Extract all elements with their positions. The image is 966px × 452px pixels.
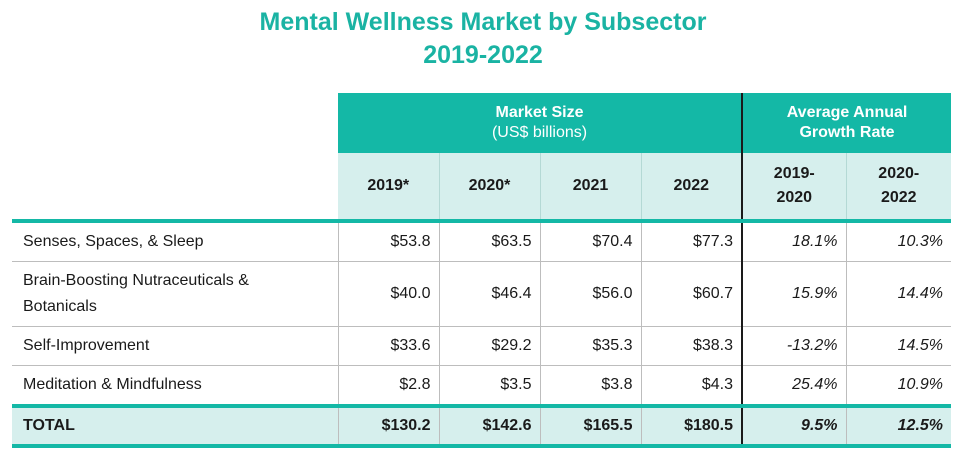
rate-cell: 15.9% (741, 261, 847, 327)
period-end: 2022 (880, 189, 917, 206)
value-cell: $3.8 (540, 365, 642, 406)
table-row: Meditation & Mindfulness $2.8 $3.5 $3.8 … (12, 365, 952, 406)
total-label: TOTAL (12, 406, 339, 446)
col-header-year: 2022 (641, 153, 743, 221)
value-cell: $2.8 (338, 365, 440, 406)
row-label-line-2: Botanicals (23, 298, 97, 315)
period-start: 2019- (773, 165, 815, 182)
value-cell: $63.5 (439, 221, 541, 262)
col-header-period: 2020- 2022 (846, 153, 952, 221)
value-cell: $33.6 (338, 326, 440, 366)
value-cell: $3.5 (439, 365, 541, 406)
value-cell: $29.2 (439, 326, 541, 366)
col-header-year: 2019* (338, 153, 440, 221)
total-value-cell: $165.5 (540, 406, 642, 446)
title-line-2: 2019-2022 (423, 41, 543, 69)
table-row: Senses, Spaces, & Sleep $53.8 $63.5 $70.… (12, 221, 952, 262)
total-rate-cell: 9.5% (741, 406, 847, 446)
rate-cell: 14.4% (897, 285, 944, 302)
value-cell: $38.3 (692, 337, 734, 354)
rate-cell: -13.2% (741, 326, 847, 366)
table-row: Brain-Boosting Nutraceuticals & Botanica… (12, 261, 952, 327)
row-label: Brain-Boosting Nutraceuticals & Botanica… (12, 261, 339, 327)
row-label: Self-Improvement (12, 326, 339, 366)
rate-cell: 10.3% (897, 233, 944, 250)
market-size-label: Market Size (495, 104, 584, 121)
rate-cell: 14.5% (897, 337, 944, 354)
page-title: Mental Wellness Market by Subsector 2019… (0, 6, 966, 72)
total-rate-cell: 12.5% (897, 417, 944, 434)
header-row-groups: Market Size (US$ billions) Average Annua… (12, 93, 952, 153)
row-label-line-1: Brain-Boosting Nutraceuticals & (23, 272, 249, 289)
period-end: 2020 (776, 189, 813, 206)
title-line-1: Mental Wellness Market by Subsector (259, 8, 707, 36)
period-start: 2020- (878, 165, 920, 182)
col-header-year: 2021 (540, 153, 642, 221)
value-cell: $53.8 (338, 221, 440, 262)
value-cell: $35.3 (540, 326, 642, 366)
growth-rate-label-1: Average Annual (786, 104, 908, 121)
rate-cell: 18.1% (741, 221, 847, 262)
col-header-year: 2020* (439, 153, 541, 221)
value-cell: $70.4 (540, 221, 642, 262)
header-market-size: Market Size (US$ billions) (338, 93, 743, 153)
rate-cell: 25.4% (741, 365, 847, 406)
value-cell: $77.3 (692, 233, 734, 250)
header-blank-cell (12, 93, 338, 153)
value-cell: $40.0 (338, 261, 440, 327)
value-cell: $60.7 (692, 285, 734, 302)
total-value-cell: $180.5 (684, 417, 734, 434)
value-cell: $46.4 (439, 261, 541, 327)
header-growth-rate: Average Annual Growth Rate (741, 93, 952, 153)
total-row: TOTAL $130.2 $142.6 $165.5 $180.5 9.5% 1… (12, 406, 952, 446)
col-header-period: 2019- 2020 (741, 153, 847, 221)
total-value-cell: $142.6 (439, 406, 541, 446)
rate-cell: 10.9% (897, 376, 944, 393)
market-size-unit: (US$ billions) (491, 124, 588, 141)
market-table: Market Size (US$ billions) Average Annua… (12, 93, 952, 448)
row-label: Meditation & Mindfulness (12, 365, 339, 406)
value-cell: $4.3 (701, 376, 734, 393)
header-row-columns: 2019* 2020* 2021 2022 2019- 2020 2020- 2… (12, 153, 952, 221)
value-cell: $56.0 (540, 261, 642, 327)
table-row: Self-Improvement $33.6 $29.2 $35.3 $38.3… (12, 326, 952, 366)
growth-rate-label-2: Growth Rate (799, 124, 895, 141)
header-blank-cell-2 (12, 153, 338, 221)
total-value-cell: $130.2 (338, 406, 440, 446)
row-label: Senses, Spaces, & Sleep (12, 221, 339, 262)
